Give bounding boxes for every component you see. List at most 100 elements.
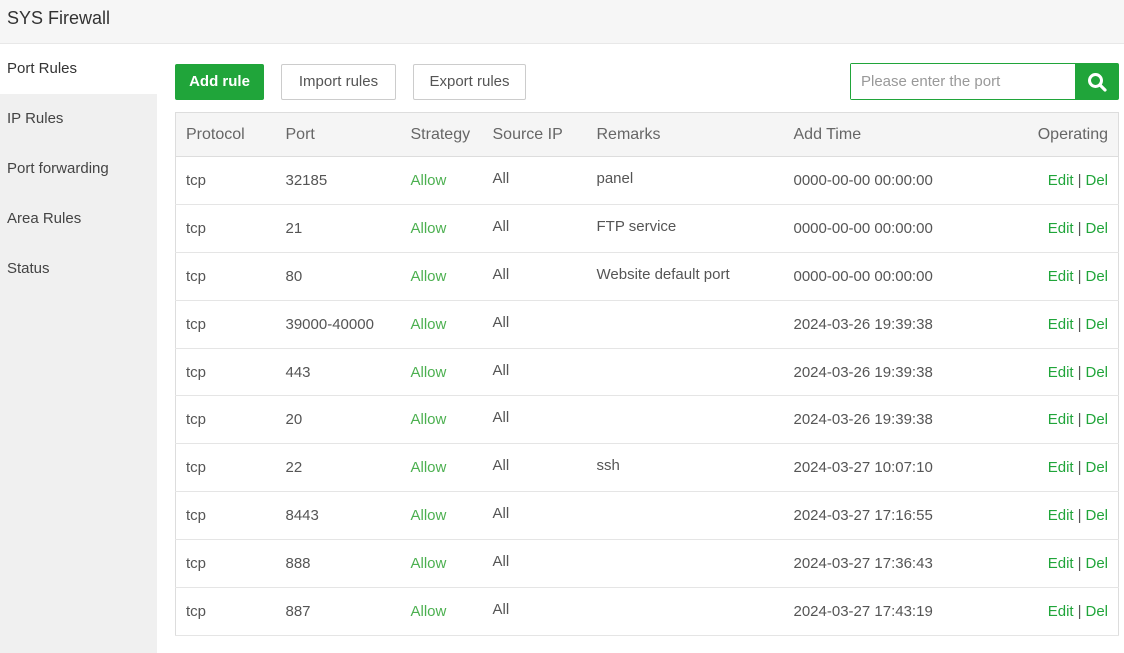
edit-link[interactable]: Edit xyxy=(1047,219,1074,237)
edit-link[interactable]: Edit xyxy=(1047,267,1074,285)
remarks-cell: ssh xyxy=(586,443,784,493)
sidebar-item-area-rules[interactable]: Area Rules xyxy=(7,210,82,227)
port-cell: 443 xyxy=(275,348,401,397)
remarks-cell xyxy=(586,587,784,636)
export-rules-button[interactable]: Export rules xyxy=(413,64,526,100)
protocol-cell: tcp xyxy=(175,491,276,541)
strategy-cell: Allow xyxy=(400,443,483,493)
delete-link[interactable]: Del xyxy=(1085,315,1108,333)
port-cell: 8443 xyxy=(275,491,401,541)
search-button[interactable] xyxy=(1075,64,1118,99)
source-ip-cell: All xyxy=(482,348,587,397)
protocol-cell: tcp xyxy=(175,300,276,349)
add-time-cell: 2024-03-26 19:39:38 xyxy=(783,348,992,397)
edit-link[interactable]: Edit xyxy=(1047,507,1074,525)
delete-link[interactable]: Del xyxy=(1085,267,1108,285)
col-port: Port xyxy=(275,112,401,157)
remarks-cell xyxy=(586,300,784,349)
separator: | xyxy=(1077,507,1082,525)
port-cell: 888 xyxy=(275,539,401,589)
col-strategy: Strategy xyxy=(400,112,483,157)
protocol-cell: tcp xyxy=(175,348,276,397)
sidebar-item-port-forwarding[interactable]: Port forwarding xyxy=(7,160,109,177)
source-ip-cell: All xyxy=(482,204,587,253)
protocol-cell: tcp xyxy=(175,395,276,445)
operating-cell: Edit | Del xyxy=(991,156,1119,205)
protocol-cell: tcp xyxy=(175,539,276,589)
add-time-cell: 2024-03-27 17:43:19 xyxy=(783,587,992,636)
strategy-cell: Allow xyxy=(400,156,483,205)
add-time-cell: 0000-00-00 00:00:00 xyxy=(783,156,992,205)
add-time-cell: 0000-00-00 00:00:00 xyxy=(783,204,992,253)
edit-link[interactable]: Edit xyxy=(1047,459,1074,477)
source-ip-cell: All xyxy=(482,443,587,493)
col-remarks: Remarks xyxy=(586,112,784,157)
col-operating: Operating xyxy=(991,112,1119,157)
add-rule-button[interactable]: Add rule xyxy=(175,64,264,100)
table-row: tcp 22 Allow All ssh 2024-03-27 10:07:10… xyxy=(175,443,1119,493)
window-title-bar: SYS Firewall xyxy=(0,0,1124,44)
source-ip-cell: All xyxy=(482,587,587,636)
separator: | xyxy=(1077,602,1082,620)
port-cell: 22 xyxy=(275,443,401,493)
edit-link[interactable]: Edit xyxy=(1047,363,1074,381)
table-row: tcp 39000-40000 Allow All 2024-03-26 19:… xyxy=(175,300,1119,349)
edit-link[interactable]: Edit xyxy=(1047,315,1074,333)
delete-link[interactable]: Del xyxy=(1085,555,1108,573)
strategy-cell: Allow xyxy=(400,348,483,397)
table-row: tcp 32185 Allow All panel 0000-00-00 00:… xyxy=(175,156,1119,205)
sidebar-item-port-rules[interactable]: Port Rules xyxy=(0,44,157,94)
delete-link[interactable]: Del xyxy=(1085,363,1108,381)
strategy-cell: Allow xyxy=(400,300,483,349)
strategy-cell: Allow xyxy=(400,252,483,301)
table-row: tcp 888 Allow All 2024-03-27 17:36:43 Ed… xyxy=(175,539,1119,589)
sidebar-item-status[interactable]: Status xyxy=(7,260,50,277)
port-cell: 887 xyxy=(275,587,401,636)
operating-cell: Edit | Del xyxy=(991,204,1119,253)
operating-cell: Edit | Del xyxy=(991,348,1119,397)
delete-link[interactable]: Del xyxy=(1085,411,1108,429)
edit-link[interactable]: Edit xyxy=(1047,555,1074,573)
add-time-cell: 2024-03-27 17:36:43 xyxy=(783,539,992,589)
separator: | xyxy=(1077,411,1082,429)
table-header-row: Protocol Port Strategy Source IP Remarks… xyxy=(175,112,1119,157)
operating-cell: Edit | Del xyxy=(991,443,1119,493)
port-cell: 21 xyxy=(275,204,401,253)
source-ip-cell: All xyxy=(482,395,587,445)
col-add-time: Add Time xyxy=(783,112,992,157)
protocol-cell: tcp xyxy=(175,252,276,301)
protocol-cell: tcp xyxy=(175,587,276,636)
port-rules-table: Protocol Port Strategy Source IP Remarks… xyxy=(175,112,1119,636)
remarks-cell xyxy=(586,348,784,397)
add-time-cell: 0000-00-00 00:00:00 xyxy=(783,252,992,301)
port-search-input[interactable] xyxy=(851,64,1075,99)
edit-link[interactable]: Edit xyxy=(1047,411,1074,429)
port-cell: 80 xyxy=(275,252,401,301)
operating-cell: Edit | Del xyxy=(991,252,1119,301)
sidebar-item-ip-rules[interactable]: IP Rules xyxy=(7,110,64,127)
add-time-cell: 2024-03-27 10:07:10 xyxy=(783,443,992,493)
strategy-cell: Allow xyxy=(400,395,483,445)
add-time-cell: 2024-03-26 19:39:38 xyxy=(783,395,992,445)
delete-link[interactable]: Del xyxy=(1085,219,1108,237)
delete-link[interactable]: Del xyxy=(1085,602,1108,620)
operating-cell: Edit | Del xyxy=(991,395,1119,445)
table-row: tcp 443 Allow All 2024-03-26 19:39:38 Ed… xyxy=(175,348,1119,397)
protocol-cell: tcp xyxy=(175,204,276,253)
port-search xyxy=(850,63,1119,100)
separator: | xyxy=(1077,459,1082,477)
table-row: tcp 21 Allow All FTP service 0000-00-00 … xyxy=(175,204,1119,253)
delete-link[interactable]: Del xyxy=(1085,459,1108,477)
strategy-cell: Allow xyxy=(400,204,483,253)
delete-link[interactable]: Del xyxy=(1085,171,1108,189)
operating-cell: Edit | Del xyxy=(991,491,1119,541)
remarks-cell: Website default port xyxy=(586,252,784,301)
delete-link[interactable]: Del xyxy=(1085,507,1108,525)
edit-link[interactable]: Edit xyxy=(1047,171,1074,189)
import-rules-button[interactable]: Import rules xyxy=(281,64,396,100)
separator: | xyxy=(1077,315,1082,333)
separator: | xyxy=(1077,555,1082,573)
edit-link[interactable]: Edit xyxy=(1047,602,1074,620)
protocol-cell: tcp xyxy=(175,443,276,493)
source-ip-cell: All xyxy=(482,539,587,589)
